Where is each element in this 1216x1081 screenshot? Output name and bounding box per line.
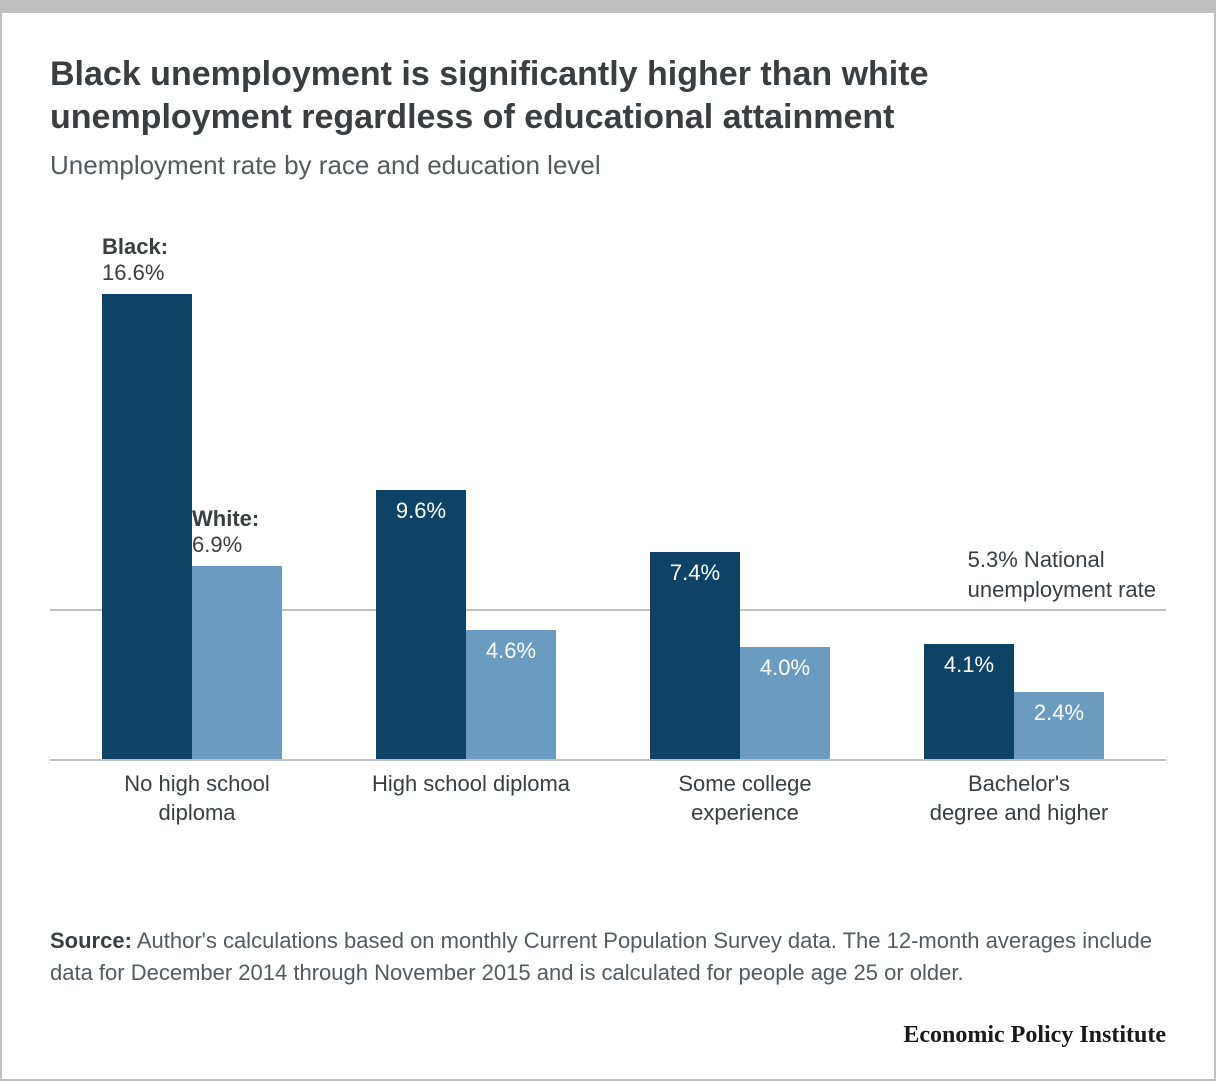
bar-black: 4.1%: [924, 644, 1014, 759]
x-axis-label: High school diploma: [356, 770, 586, 826]
chart-subtitle: Unemployment rate by race and education …: [50, 150, 1166, 181]
x-axis-labels: No high schooldiploma High school diploma…: [50, 764, 1166, 826]
bar-black: 7.4%: [650, 552, 740, 759]
source-note: Source: Author's calculations based on m…: [50, 925, 1166, 989]
x-axis-label: No high schooldiploma: [82, 770, 312, 826]
bar-value-label: 7.4%: [650, 560, 740, 586]
bar-value-label: 2.4%: [1014, 700, 1104, 726]
chart-area: 5.3% National unemployment rate 16.6%6.9…: [50, 261, 1166, 826]
chart-container: Black unemployment is significantly high…: [0, 13, 1216, 1081]
bar-white: 4.6%: [466, 630, 556, 759]
bar-group: 9.6% 4.6%: [356, 261, 586, 759]
bar-value-label: 9.6%: [376, 498, 466, 524]
plot-region: 5.3% National unemployment rate 16.6%6.9…: [50, 261, 1166, 761]
bar-group: 7.4% 4.0%: [630, 261, 860, 759]
x-axis-label: Bachelor'sdegree and higher: [904, 770, 1134, 826]
bar-black: 9.6%: [376, 490, 466, 759]
header: Black unemployment is significantly high…: [2, 13, 1214, 191]
bar-group: 4.1%2.4%: [904, 261, 1134, 759]
bar-white: 6.9%: [192, 566, 282, 759]
bar-group: 16.6%6.9%Black:16.6%White:6.9%: [82, 261, 312, 759]
source-text: Author's calculations based on monthly C…: [50, 928, 1152, 985]
bar-value-label: 4.0%: [740, 655, 830, 681]
bar-groups: 16.6%6.9%Black:16.6%White:6.9% 9.6% 4.6% 7.…: [50, 261, 1166, 759]
bar-black: 16.6%: [102, 294, 192, 759]
chart-title: Black unemployment is significantly high…: [50, 53, 1166, 138]
top-border-bar: [0, 0, 1216, 13]
bar-white: 2.4%: [1014, 692, 1104, 759]
series-label-black: Black:16.6%: [102, 234, 168, 286]
series-label-white: White:6.9%: [192, 506, 259, 558]
source-label: Source:: [50, 928, 132, 953]
bar-value-label: 4.1%: [924, 652, 1014, 678]
attribution: Economic Policy Institute: [903, 1022, 1166, 1049]
x-axis-label: Some collegeexperience: [630, 770, 860, 826]
bar-value-label: 4.6%: [466, 638, 556, 664]
bar-white: 4.0%: [740, 647, 830, 759]
